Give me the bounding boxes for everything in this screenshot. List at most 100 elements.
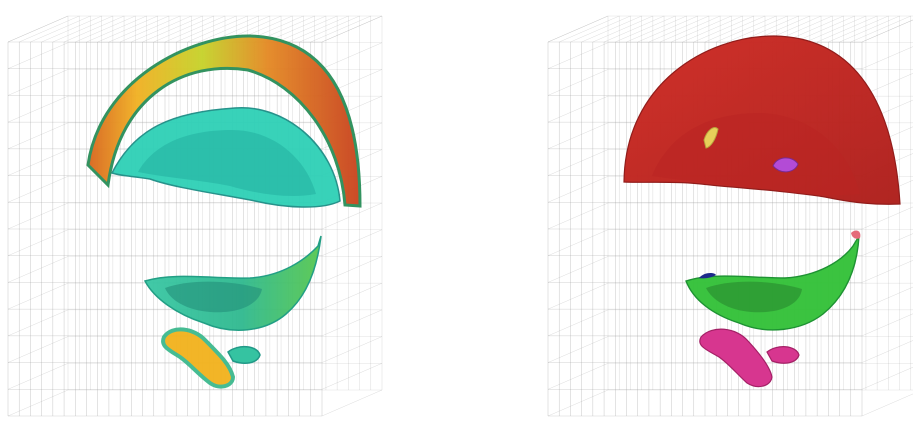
grid-line (861, 19, 913, 43)
grid-line (839, 15, 900, 43)
grid-line (603, 15, 665, 43)
grid-line (547, 42, 609, 69)
grid-line (547, 229, 609, 256)
grid-line (615, 15, 676, 43)
right-upper-inner-fold (652, 112, 860, 196)
grid-line (19, 15, 80, 43)
grid-line (265, 15, 327, 43)
left-lower-core (165, 281, 262, 313)
grid-line (861, 73, 913, 96)
grid-line (861, 340, 913, 363)
grid-line (547, 202, 609, 230)
grid-line (321, 336, 383, 363)
grid-line (7, 389, 69, 417)
grid-line (277, 15, 338, 43)
grid-line (547, 176, 609, 203)
grid-line (861, 366, 913, 390)
grid-line (861, 19, 913, 43)
right-lower-core (706, 281, 802, 313)
grid-line (7, 202, 69, 230)
left-upper-structure (86, 34, 362, 208)
grid-line (75, 15, 136, 43)
grid-line (861, 313, 913, 337)
grid-line (7, 69, 69, 96)
grid-line (861, 233, 913, 256)
grid-line (794, 15, 855, 43)
left-bottom-side-fragment (227, 346, 261, 364)
grid-line (97, 15, 158, 43)
right-bottom-side-fragment (766, 346, 800, 364)
grid-line (7, 122, 69, 150)
grid-line (704, 15, 766, 43)
right-upper-structure (623, 35, 901, 205)
grid-line (861, 46, 913, 69)
grid-line (660, 15, 721, 43)
grid-line (861, 206, 913, 230)
grid-line (108, 15, 170, 43)
grid-line (547, 336, 609, 363)
grid-line (7, 363, 69, 390)
grid-line (671, 15, 732, 43)
grid-line (547, 363, 609, 390)
left-upper-dome (86, 34, 362, 208)
grid-line (7, 336, 69, 363)
left-upper-cavity (110, 107, 341, 208)
grid-line (187, 15, 248, 43)
grid-line (861, 286, 913, 310)
grid-line (321, 363, 383, 390)
grid-line (176, 15, 237, 43)
grid-line (547, 282, 609, 310)
grid-line (7, 282, 69, 310)
grid-line (547, 95, 609, 123)
grid-line (321, 42, 383, 69)
grid-line (817, 15, 878, 43)
grid-line (547, 122, 609, 150)
grid-line (120, 15, 181, 43)
grid-line (30, 15, 91, 43)
grid-line (299, 15, 360, 43)
grid-line (850, 15, 911, 43)
grid-line (321, 282, 383, 310)
grid-line (321, 202, 383, 230)
grid-line (861, 393, 913, 417)
grid-line (321, 15, 383, 43)
grid-line (693, 15, 754, 43)
grid-line (310, 15, 371, 43)
grid-line (52, 15, 113, 43)
grid-line (581, 15, 642, 43)
grid-line (7, 15, 69, 43)
grid-line (716, 15, 777, 43)
grid-line (321, 309, 383, 337)
grid-line (131, 15, 192, 43)
grid-line (547, 69, 609, 96)
grid-line (41, 15, 102, 43)
grid-line (142, 15, 203, 43)
grid-line (288, 15, 349, 43)
grid-line (861, 260, 913, 283)
grid-line (321, 256, 383, 283)
left-bottom-fragment (161, 327, 236, 389)
grid-line (7, 229, 69, 256)
grid-line (86, 15, 147, 43)
grid-line (153, 15, 214, 43)
grid-line (321, 389, 383, 417)
grid-line (321, 15, 383, 43)
right-small-yellow-fragment (703, 127, 719, 149)
right-small-pink-fragment (851, 230, 861, 239)
grid-line (164, 15, 226, 43)
grid-line (198, 15, 259, 43)
grid-line (547, 309, 609, 337)
grid-line (321, 229, 383, 256)
grid-line (547, 15, 609, 43)
grid-line (570, 15, 631, 43)
right-bottom-fragment (699, 328, 773, 388)
grid-line (637, 15, 698, 43)
left-lower-structure (143, 235, 322, 389)
grid-line (828, 15, 889, 43)
grid-line (626, 15, 687, 43)
grid-line (547, 149, 609, 176)
grid-line (7, 309, 69, 337)
grid-line (727, 15, 788, 43)
grid-line (7, 15, 69, 43)
